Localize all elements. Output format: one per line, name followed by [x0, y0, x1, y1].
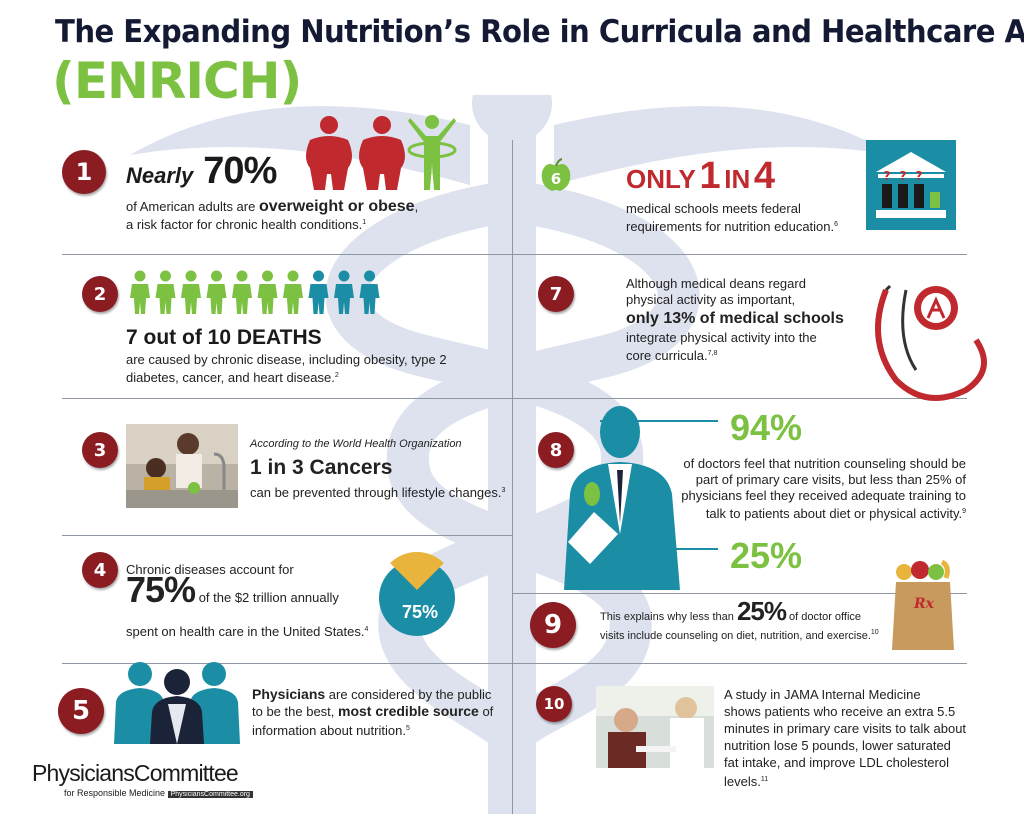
row-divider	[62, 535, 512, 536]
active-person-hula-hoop-icon	[407, 115, 457, 190]
fact2-headline: 7 out of 10 DEATHS	[126, 326, 322, 349]
person-icon-green	[130, 270, 150, 314]
fact-number-badge: 3	[82, 432, 118, 468]
fact8-stat2: 25%	[730, 535, 803, 576]
person-icon-green	[155, 270, 176, 314]
overweight-person-icon	[306, 116, 352, 190]
row-divider	[512, 254, 967, 255]
row-divider	[512, 593, 967, 594]
pie-label: 75%	[402, 602, 438, 622]
fact-number-badge: 6	[551, 170, 561, 188]
fact1-stat: 70%	[203, 150, 277, 192]
doctor-silhouette-icon	[564, 406, 680, 590]
person-icon-teal	[334, 270, 354, 314]
page-subtitle: (ENRICH)	[52, 52, 302, 110]
fact1-text: of American adults are overweight or obe…	[126, 198, 419, 233]
person-icon-green	[181, 270, 201, 314]
row-divider	[512, 398, 967, 399]
fact3-source: According to the World Health Organizati…	[250, 438, 462, 450]
svg-text:?: ?	[884, 169, 891, 183]
logo-url: PhysiciansCommittee.org	[167, 791, 253, 798]
fact-number-badge: 5	[58, 688, 104, 734]
person-icon-green	[283, 270, 303, 314]
row-divider	[62, 398, 512, 399]
fact7-text: Although medical deans regard physical a…	[626, 276, 844, 363]
fact9-text: This explains why less than 25% of docto…	[600, 596, 879, 642]
school-building-question-icon: ? ? ?	[866, 140, 956, 230]
fact-number-badge: 10	[536, 686, 572, 722]
rx-label: Rx	[913, 596, 935, 612]
fact8-stat1: 94%	[730, 407, 803, 448]
person-icon-teal	[308, 270, 329, 314]
pie-slice	[390, 552, 444, 590]
fact1-headline: Nearly 70%	[126, 150, 277, 197]
stethoscope-icon	[875, 284, 987, 401]
fact8-text: of doctors feel that nutrition counselin…	[681, 456, 966, 521]
page-title: The Expanding Nutrition’s Role in Curric…	[55, 14, 1024, 50]
fact4-stat: 75%	[126, 569, 196, 610]
fact-number-badge: 4	[82, 552, 118, 588]
fact-number-badge: 2	[82, 276, 118, 312]
mother-child-washing-vegetables-photo	[126, 424, 238, 508]
column-divider	[512, 140, 513, 814]
logo-sub-line: for Responsible Medicine PhysiciansCommi…	[64, 788, 272, 798]
grocery-bag-rx-icon: Rx	[892, 559, 954, 650]
stat-pointer-line	[600, 420, 718, 422]
fact5-text: Physicians are considered by the public …	[252, 686, 494, 738]
row-divider	[62, 663, 512, 664]
person-icon-green	[206, 270, 227, 314]
overweight-person-icon	[359, 116, 405, 190]
physicians-group-icon	[114, 662, 240, 744]
fact3-text: can be prevented through lifestyle chang…	[250, 485, 506, 500]
fact10-text: A study in JAMA Internal Medicine shows …	[724, 687, 967, 789]
people-figures	[130, 270, 380, 314]
svg-text:?: ?	[916, 169, 923, 183]
fact6-headline: ONLY 1 IN 4	[626, 155, 775, 197]
person-icon-green	[232, 270, 252, 314]
row-divider	[512, 663, 967, 664]
pie-chart-icon: 75%	[379, 552, 455, 636]
person-icon-green	[257, 270, 278, 314]
doctor-patient-photo	[596, 686, 714, 768]
fact2-text: are caused by chronic disease, including…	[126, 352, 447, 385]
people-row	[130, 270, 390, 314]
fact-number-badge: 8	[538, 432, 574, 468]
fact4-text-intro: Chronic diseases account for	[126, 562, 294, 577]
fact1-lead: Nearly	[126, 163, 194, 188]
apple-icon: 6	[541, 158, 571, 191]
svg-text:?: ?	[900, 169, 907, 183]
fact4-stat-line: 75% of the $2 trillion annually	[126, 569, 339, 610]
logo-main-text: PhysiciansCommittee	[32, 760, 239, 786]
fact6-text: medical schools meets federal requirement…	[626, 201, 839, 234]
fact3-headline: 1 in 3 Cancers	[250, 456, 393, 479]
fact-number-badge: 7	[538, 276, 574, 312]
row-divider	[62, 254, 512, 255]
person-icon-teal	[359, 270, 380, 314]
physicians-committee-logo[interactable]: PhysiciansCommittee for Responsible Medi…	[32, 760, 272, 804]
fact9-stat: 25%	[736, 596, 787, 626]
fact-number-badge: 1	[62, 150, 106, 194]
fact4-text-end: spent on health care in the United State…	[126, 624, 369, 639]
fact-number-badge: 9	[530, 602, 576, 648]
stat-pointer-line	[650, 548, 718, 550]
